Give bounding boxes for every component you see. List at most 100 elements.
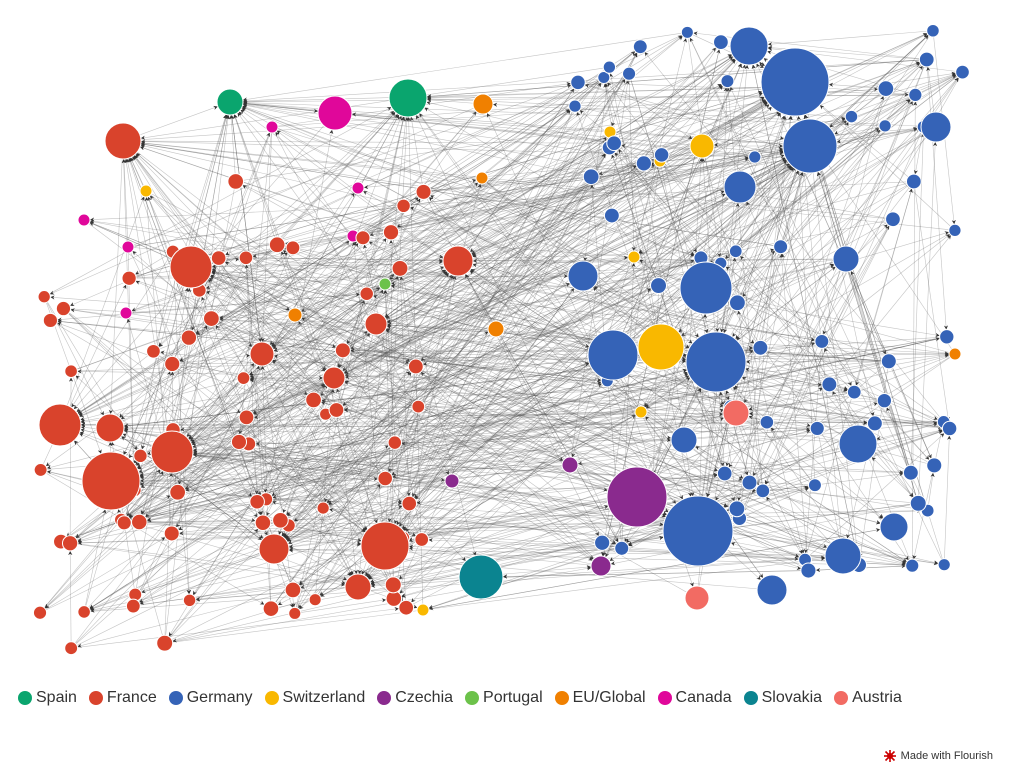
edge (726, 87, 764, 491)
edge (495, 259, 695, 330)
node (104, 122, 142, 160)
edge (211, 270, 614, 356)
edge (779, 253, 809, 571)
edge (39, 240, 350, 613)
legend-item[interactable]: Czechia (377, 689, 453, 707)
edge (368, 241, 642, 413)
edge (235, 71, 956, 182)
edge (77, 77, 604, 414)
node (407, 358, 424, 375)
edge (177, 330, 368, 493)
edge (121, 158, 135, 491)
edge (326, 176, 592, 504)
edge (636, 65, 923, 498)
edge (415, 115, 623, 549)
edge (120, 235, 354, 420)
edge (373, 294, 732, 408)
edge (68, 377, 74, 544)
edge (344, 258, 847, 377)
edge (129, 90, 763, 279)
edge (89, 411, 642, 611)
edge (68, 541, 394, 586)
edge (139, 360, 889, 479)
node (684, 585, 710, 611)
edge (230, 114, 263, 355)
edge (80, 421, 944, 428)
edge (422, 258, 847, 366)
edge (745, 359, 889, 364)
edge (242, 106, 635, 258)
legend-item[interactable]: Switzerland (264, 689, 365, 707)
edge (660, 167, 795, 348)
edge (730, 233, 951, 408)
edge (242, 103, 592, 177)
edge (211, 252, 288, 319)
edge (698, 115, 787, 525)
edge (139, 478, 386, 483)
edge (205, 290, 608, 382)
edge (83, 219, 287, 249)
node (807, 478, 822, 493)
node (720, 74, 735, 89)
node (905, 173, 922, 190)
edge (270, 148, 611, 609)
legend-label: Portugal (483, 689, 543, 706)
edge (133, 154, 337, 411)
edge (577, 82, 909, 97)
legend-item[interactable]: Portugal (465, 689, 543, 707)
node (809, 420, 825, 436)
node (741, 474, 758, 491)
node (133, 448, 148, 464)
node (322, 366, 346, 390)
legend-swatch (377, 691, 392, 705)
edge (365, 45, 750, 577)
legend-item[interactable]: Canada (657, 689, 732, 707)
node (139, 184, 153, 198)
edge (731, 407, 868, 425)
legend-item[interactable]: Austria (834, 689, 902, 707)
edge (140, 142, 781, 247)
legend-item[interactable]: France (88, 689, 157, 707)
edge (390, 232, 477, 556)
edge (178, 126, 937, 531)
edge (123, 428, 945, 565)
edge (133, 155, 326, 415)
node (272, 512, 289, 529)
edge (133, 159, 803, 607)
edge (229, 114, 237, 182)
edge (362, 237, 715, 265)
edge (343, 391, 855, 412)
edge (188, 131, 611, 440)
edge (368, 181, 915, 580)
edge (735, 115, 785, 252)
legend-item[interactable]: Slovakia (743, 689, 822, 707)
node (680, 25, 694, 39)
credit[interactable]: Made with Flourish (883, 749, 993, 763)
edge (733, 386, 860, 566)
edge (314, 414, 636, 600)
edge (288, 104, 770, 526)
edge (119, 157, 786, 484)
node (634, 405, 648, 419)
edge (127, 246, 730, 304)
edge (742, 219, 894, 513)
edge (164, 566, 592, 644)
edge (211, 156, 755, 265)
edge (609, 73, 662, 348)
node (472, 93, 494, 115)
edge (346, 283, 386, 345)
legend-item[interactable]: Spain (18, 689, 77, 707)
node (821, 376, 838, 393)
legend-item[interactable]: EU/Global (554, 689, 646, 707)
edge (249, 376, 950, 429)
edge (386, 285, 659, 325)
legend-item[interactable]: Germany (168, 689, 253, 707)
edge (403, 125, 886, 531)
edge (584, 83, 809, 157)
edge (765, 126, 924, 485)
edge (192, 411, 642, 452)
edge (129, 90, 763, 279)
edge (134, 142, 615, 466)
nodes (32, 23, 970, 656)
edge (386, 324, 950, 429)
